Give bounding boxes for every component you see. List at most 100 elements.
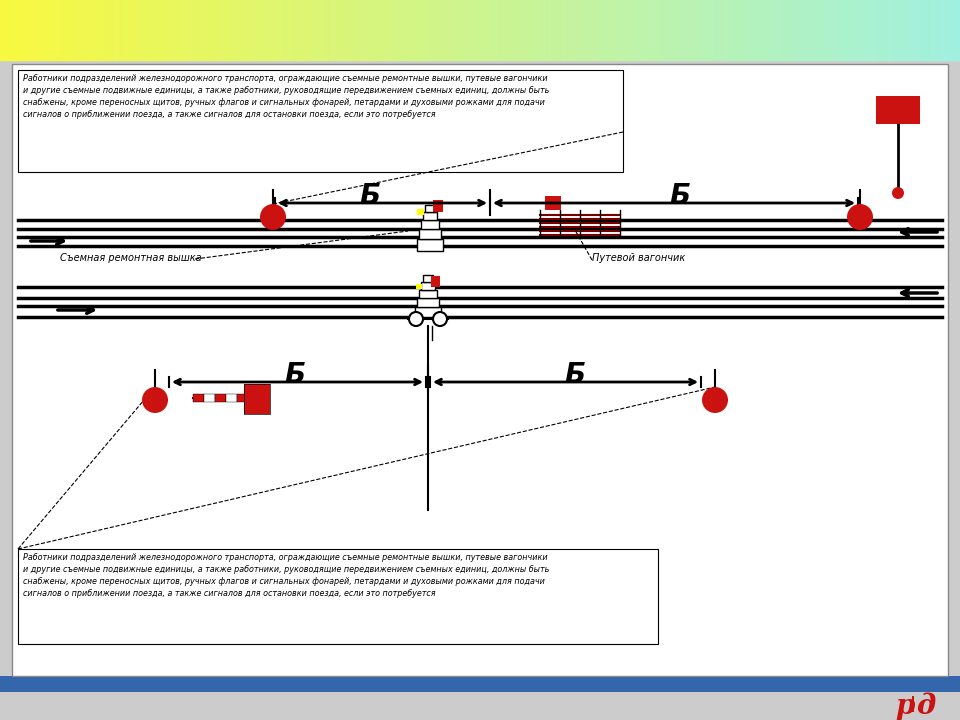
Bar	[0, 0, 6, 60]
Bar	[470, 0, 476, 60]
Bar	[226, 0, 231, 60]
Bar	[787, 0, 793, 60]
Bar	[566, 0, 572, 60]
Bar	[197, 0, 203, 60]
Text: Работники подразделений железнодорожного транспорта, ограждающие съемные ремонтн: Работники подразделений железнодорожного…	[23, 553, 549, 598]
Bar	[403, 0, 409, 60]
Text: д: д	[917, 693, 936, 719]
Bar	[154, 0, 159, 60]
Bar	[419, 290, 437, 298]
Bar	[221, 0, 227, 60]
Bar	[67, 0, 73, 60]
Bar	[384, 0, 390, 60]
Bar	[331, 0, 337, 60]
Bar	[758, 0, 764, 60]
Text: Путевой вагончик: Путевой вагончик	[592, 253, 685, 263]
Bar	[101, 0, 107, 60]
Bar	[686, 0, 692, 60]
Bar	[763, 0, 769, 60]
Circle shape	[892, 187, 904, 199]
Bar	[706, 0, 711, 60]
Bar	[72, 0, 78, 60]
Bar	[710, 0, 716, 60]
Bar	[955, 0, 960, 60]
Bar	[542, 0, 548, 60]
Bar	[0, 676, 960, 692]
Bar	[494, 0, 500, 60]
Bar	[446, 0, 452, 60]
Bar	[425, 205, 435, 212]
Circle shape	[702, 387, 728, 413]
Bar	[250, 0, 255, 60]
Bar	[715, 0, 721, 60]
Bar	[571, 0, 577, 60]
Bar	[816, 0, 822, 60]
Bar	[590, 0, 596, 60]
Bar	[350, 0, 356, 60]
Bar	[125, 0, 131, 60]
Bar	[298, 0, 303, 60]
Bar	[634, 0, 639, 60]
Bar	[0, 692, 960, 720]
Circle shape	[409, 312, 423, 326]
Bar	[178, 0, 183, 60]
Bar	[43, 0, 49, 60]
Bar	[514, 0, 519, 60]
Circle shape	[142, 387, 168, 413]
Bar	[926, 0, 932, 60]
Bar	[552, 0, 558, 60]
Bar	[931, 0, 937, 60]
Bar	[389, 0, 395, 60]
Circle shape	[433, 312, 447, 326]
Bar	[355, 0, 361, 60]
Bar	[739, 0, 745, 60]
Bar	[557, 0, 563, 60]
Bar	[850, 0, 855, 60]
Bar	[418, 0, 423, 60]
Bar	[226, 394, 237, 402]
Bar	[912, 0, 918, 60]
Bar	[187, 0, 193, 60]
Bar	[360, 0, 366, 60]
Circle shape	[260, 204, 286, 230]
Bar	[130, 0, 135, 60]
Bar	[173, 0, 179, 60]
Bar	[24, 0, 30, 60]
Bar	[416, 284, 422, 289]
Bar	[902, 0, 908, 60]
Bar	[533, 0, 539, 60]
Bar	[82, 0, 87, 60]
Bar	[139, 0, 145, 60]
Bar	[341, 0, 347, 60]
Bar	[744, 0, 750, 60]
Bar	[773, 0, 779, 60]
Bar	[18, 70, 623, 172]
Bar	[922, 0, 927, 60]
Bar	[12, 64, 948, 676]
Bar	[456, 0, 462, 60]
Bar	[946, 0, 951, 60]
Bar	[451, 0, 457, 60]
Bar	[720, 0, 726, 60]
Bar	[240, 0, 246, 60]
Bar	[802, 0, 807, 60]
Bar	[370, 0, 375, 60]
Bar	[417, 209, 424, 215]
Bar	[912, 696, 914, 712]
Bar	[610, 0, 615, 60]
Bar	[821, 0, 827, 60]
Bar	[423, 275, 433, 282]
Bar	[193, 394, 204, 402]
Bar	[163, 0, 169, 60]
Bar	[264, 0, 270, 60]
Bar	[48, 0, 54, 60]
Bar	[230, 0, 236, 60]
Bar	[5, 0, 11, 60]
Bar	[768, 0, 774, 60]
Bar	[14, 0, 20, 60]
Bar	[12, 64, 948, 676]
Bar	[605, 0, 611, 60]
Bar	[917, 0, 923, 60]
Bar	[658, 0, 663, 60]
Bar	[475, 0, 481, 60]
